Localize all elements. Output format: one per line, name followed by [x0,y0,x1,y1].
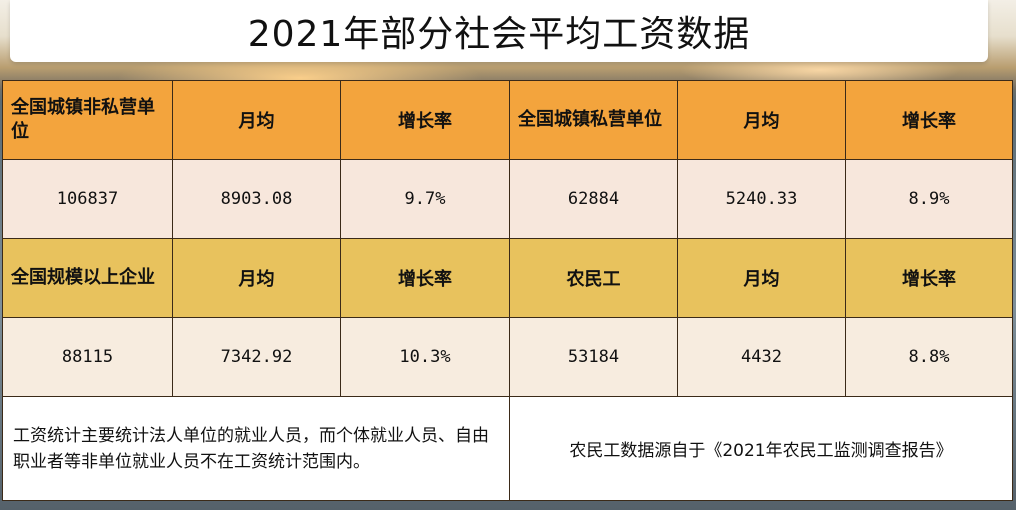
value-cell: 106837 [2,159,173,239]
header-cell: 月均 [172,80,341,160]
notes-row: 工资统计主要统计法人单位的就业人员，而个体就业人员、自由职业者等非单位就业人员不… [2,396,1013,501]
table-row: 88115 7342.92 10.3% 53184 4432 8.8% [2,317,1013,397]
title-banner: 2021年部分社会平均工资数据 [10,0,988,62]
page-title: 2021年部分社会平均工资数据 [247,14,751,55]
value-cell: 7342.92 [172,317,341,397]
header-cell: 月均 [677,238,846,318]
value-cell: 8903.08 [172,159,341,239]
table-header-row-1: 全国城镇非私营单位 月均 增长率 全国城镇私营单位 月均 增长率 [2,80,1013,160]
header-cell: 增长率 [340,80,510,160]
header-cell: 增长率 [845,238,1013,318]
note-right: 农民工数据源自于《2021年农民工监测调查报告》 [509,396,1013,501]
header-cell: 全国城镇非私营单位 [2,80,173,160]
table-row: 106837 8903.08 9.7% 62884 5240.33 8.9% [2,159,1013,239]
value-cell: 4432 [677,317,846,397]
header-cell: 月均 [172,238,341,318]
value-cell: 10.3% [340,317,510,397]
header-cell: 增长率 [340,238,510,318]
header-cell: 农民工 [509,238,678,318]
table-header-row-2: 全国规模以上企业 月均 增长率 农民工 月均 增长率 [2,238,1013,318]
value-cell: 9.7% [340,159,510,239]
header-cell: 月均 [677,80,846,160]
value-cell: 88115 [2,317,173,397]
value-cell: 53184 [509,317,678,397]
value-cell: 8.9% [845,159,1013,239]
wage-table: 全国城镇非私营单位 月均 增长率 全国城镇私营单位 月均 增长率 106837 … [2,80,1013,501]
header-cell: 全国城镇私营单位 [509,80,678,160]
value-cell: 8.8% [845,317,1013,397]
header-cell: 增长率 [845,80,1013,160]
value-cell: 5240.33 [677,159,846,239]
value-cell: 62884 [509,159,678,239]
note-left: 工资统计主要统计法人单位的就业人员，而个体就业人员、自由职业者等非单位就业人员不… [2,396,510,501]
header-cell: 全国规模以上企业 [2,238,173,318]
